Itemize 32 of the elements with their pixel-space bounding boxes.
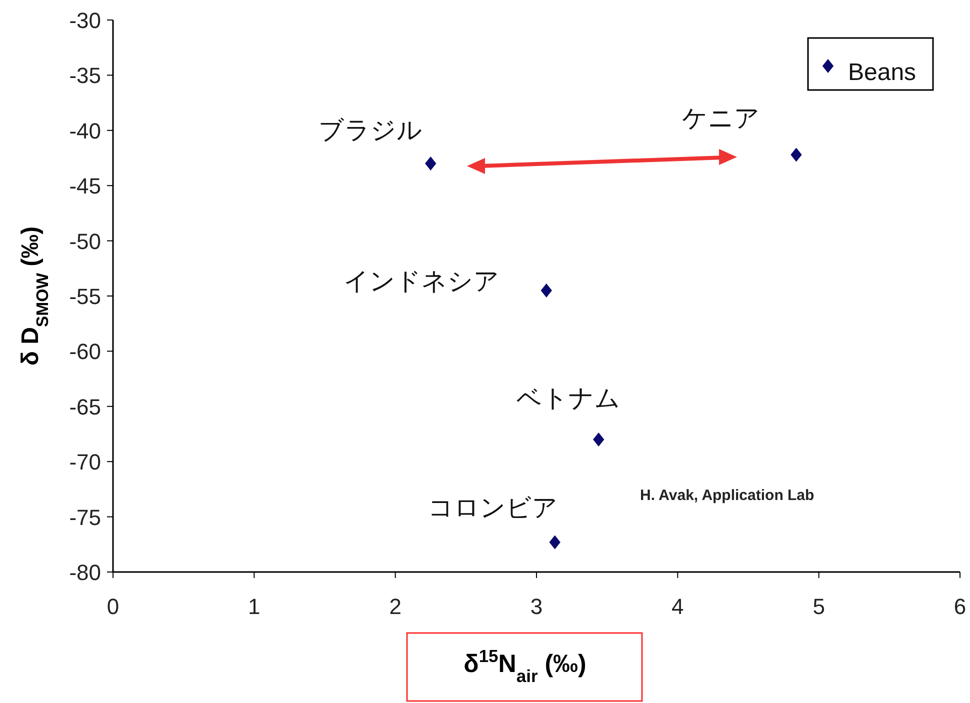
legend-label: Beans [848, 59, 916, 86]
annotation: コロンビア [428, 494, 558, 522]
x-axis-title: δ$^{15}$N$_{air}$ (‰) [464, 646, 586, 686]
x-tick-label: 4 [672, 594, 684, 619]
y-tick-label: -50 [69, 228, 101, 254]
y-tick-label: -45 [69, 174, 101, 199]
y-tick-label: -55 [69, 284, 101, 309]
x-tick-label: 2 [389, 594, 402, 619]
point [549, 535, 560, 550]
legend: Beans [807, 37, 934, 91]
y-tick-label: -40 [69, 118, 101, 144]
y-tick-label: -35 [69, 63, 101, 88]
y-tick-label: -80 [69, 560, 101, 585]
y-tick-label: -60 [69, 339, 101, 364]
x-tick-label: 5 [812, 594, 825, 619]
x-tick-label: 1 [248, 594, 260, 619]
y-tick-label: -65 [69, 394, 101, 420]
annotation: ブラジル [318, 116, 423, 145]
x-tick-label: 6 [954, 594, 966, 619]
point [540, 283, 552, 298]
x-tick-label: 0 [106, 594, 120, 619]
y-tick-label: -70 [69, 450, 101, 475]
point [790, 148, 802, 162]
point [593, 432, 604, 447]
y-tick-label: -30 [69, 8, 101, 33]
x-tick-label: 3 [530, 594, 543, 619]
annotation: ベトナム [516, 384, 621, 413]
annotation: インドネシア [343, 267, 500, 296]
point [425, 156, 436, 171]
annotation: ケニア [682, 104, 760, 133]
y-tick-label: -75 [69, 504, 101, 530]
annotation: H. Avak, Application Lab [640, 487, 814, 504]
